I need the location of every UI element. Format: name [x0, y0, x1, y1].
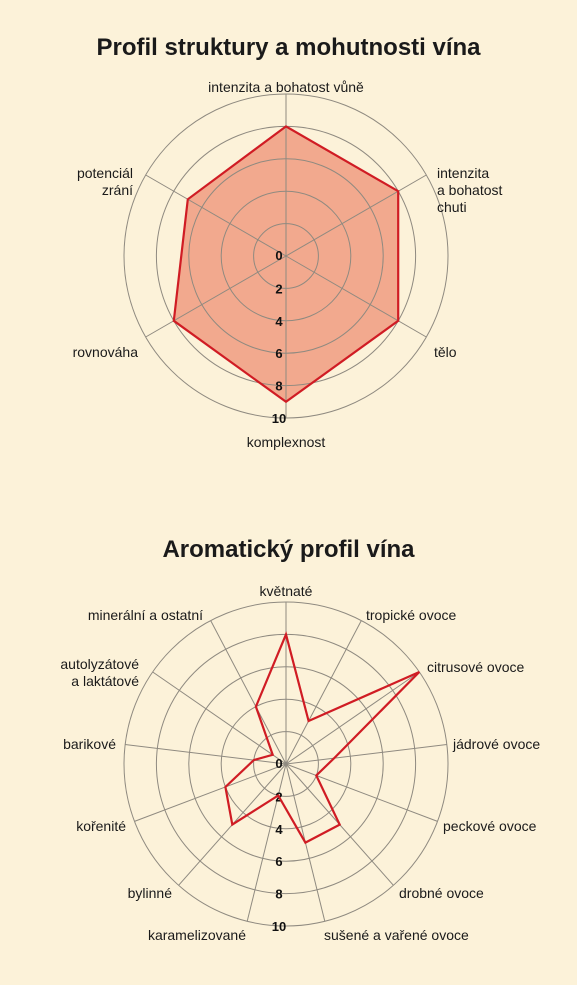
radar-spoke [145, 174, 287, 257]
axis-label-susene-a-varene-ovoce: sušené a vařené ovoce [324, 927, 469, 943]
radar-series-line-2-1 [224, 630, 421, 845]
axis-label-rovnovaha: rovnováha [73, 344, 139, 360]
radar-spoke [210, 620, 287, 765]
tick-label: 6 [275, 854, 282, 869]
axis-label-telo: tělo [434, 344, 457, 360]
axis-label-peckove-ovoce: peckové ovoce [443, 818, 537, 834]
tick-label: 4 [275, 822, 283, 837]
radar-spoke [285, 255, 427, 338]
tick-label: 8 [275, 887, 282, 902]
axis-label-mineralni-a-ostatni: minerální a ostatní [88, 607, 203, 623]
axis-label-korenite: kořenité [76, 818, 126, 834]
radar-spoke [285, 763, 438, 822]
chart-title-structure: Profil struktury a mohutnosti vína [96, 34, 481, 61]
tick-label: 10 [272, 919, 286, 934]
radar-spoke [246, 763, 287, 922]
axis-label-intenzita-a-bohatost-vune: intenzita a bohatost vůně [208, 79, 364, 95]
axis-label-kvetnate: květnaté [260, 583, 313, 599]
tick-label: 0 [275, 756, 282, 771]
axis-label-autolyzatove-a-laktatove: autolyzátové a laktátové [60, 656, 139, 689]
radar-spoke [152, 671, 287, 765]
radar-series-line-1-1 [172, 125, 400, 404]
radar-spoke [285, 174, 427, 257]
radar-spoke [145, 255, 287, 338]
chart-title-aroma: Aromatický profil vína [162, 536, 415, 563]
tick-label: 10 [272, 411, 286, 426]
axis-label-tropicke-ovoce: tropické ovoce [366, 607, 456, 623]
tick-label: 4 [275, 314, 283, 329]
axis-label-karamelizovane: karamelizované [148, 927, 246, 943]
tick-label: 6 [275, 346, 282, 361]
tick-label: 0 [275, 248, 282, 263]
axis-label-drobne-ovoce: drobné ovoce [399, 885, 484, 901]
axis-label-komplexnost: komplexnost [247, 434, 326, 450]
axis-label-barikove: barikové [63, 736, 116, 752]
radar-grid-2 [123, 601, 449, 927]
radar-spoke [134, 763, 287, 822]
radar-spoke [285, 744, 447, 765]
axis-label-bylinne: bylinné [128, 885, 173, 901]
radar-spoke [285, 620, 362, 765]
radar-spoke [125, 744, 287, 765]
tick-label: 8 [275, 379, 282, 394]
axis-label-citrusove-ovoce: citrusové ovoce [427, 659, 524, 675]
axis-label-jadrove-ovoce: jádrové ovoce [452, 736, 540, 752]
axis-label-intenzita-a-bohatost-chuti: intenzita a bohatost chuti [437, 165, 502, 215]
tick-label: 2 [275, 281, 282, 296]
axis-label-potencial-zrani: potenciál zrání [77, 165, 133, 198]
radar-spoke [285, 671, 420, 765]
